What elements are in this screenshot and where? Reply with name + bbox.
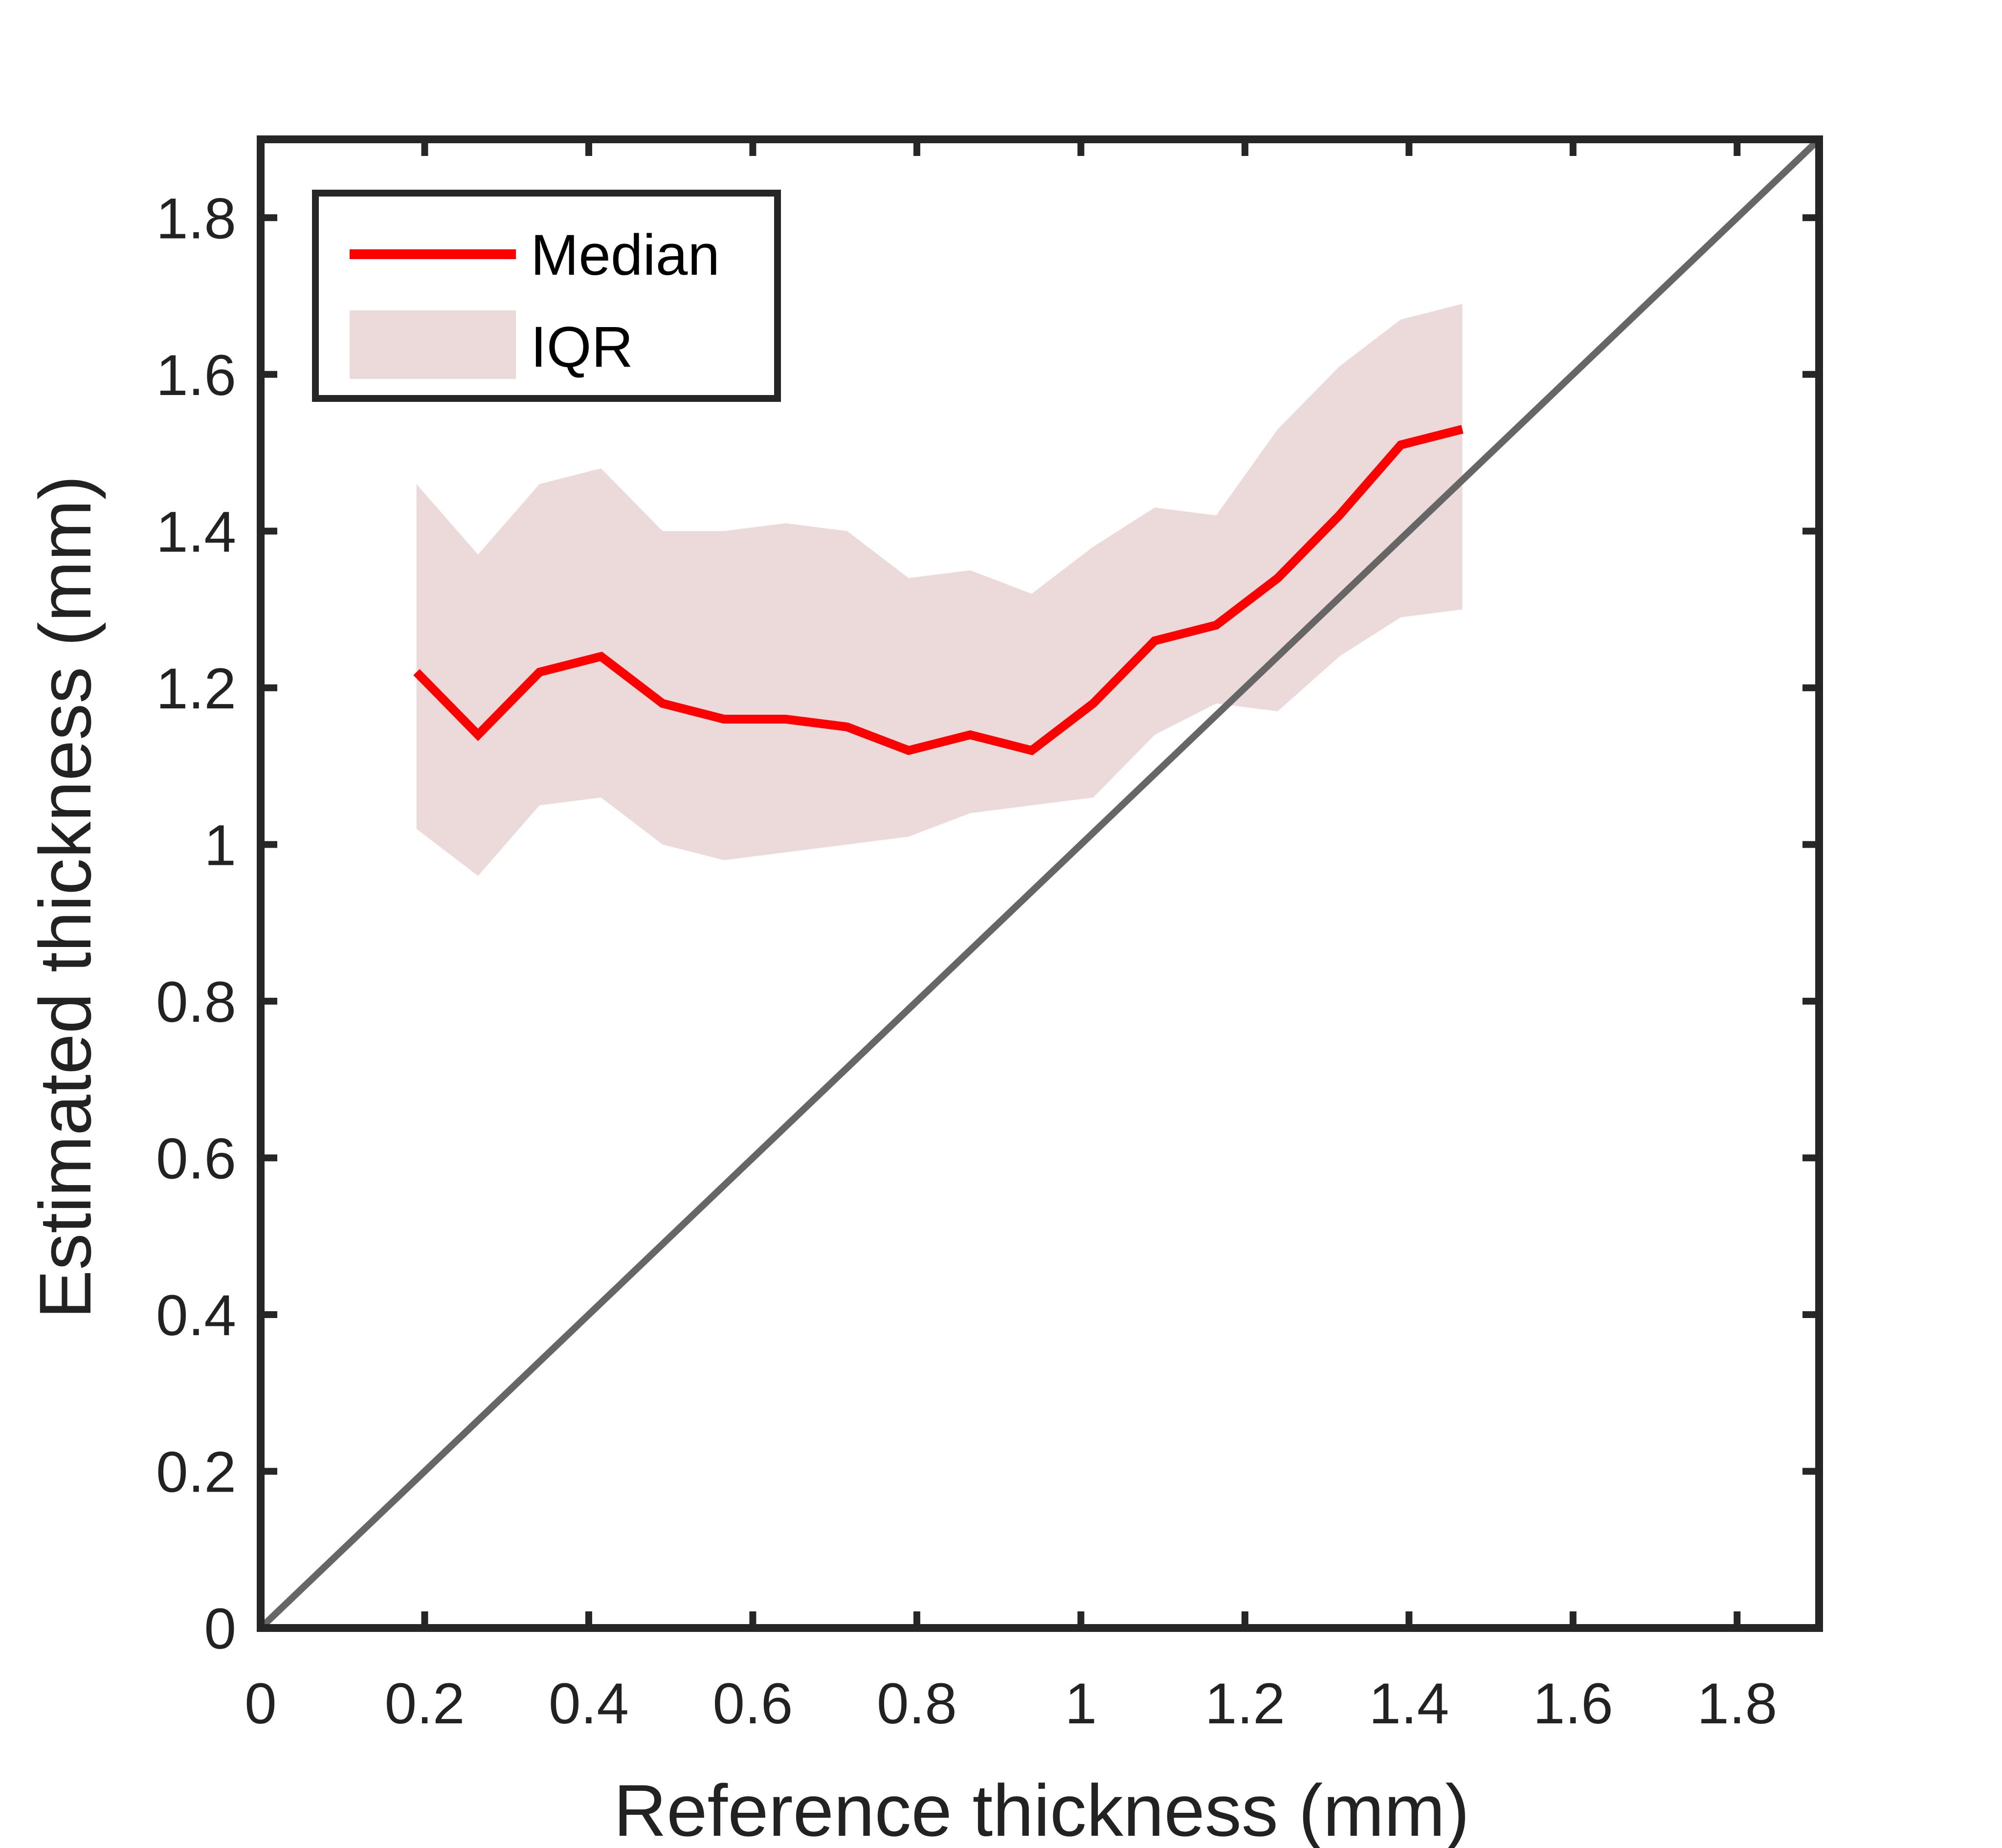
x-tick-label: 1 bbox=[1065, 1672, 1097, 1736]
y-tick-label: 0.4 bbox=[156, 1283, 236, 1348]
x-tick-label: 1.8 bbox=[1697, 1672, 1777, 1736]
y-tick-label: 0.6 bbox=[156, 1126, 236, 1191]
y-tick-label: 0.2 bbox=[156, 1440, 236, 1504]
median-point bbox=[662, 703, 663, 704]
x-tick-label: 0.2 bbox=[384, 1672, 465, 1736]
x-tick-label: 0.4 bbox=[549, 1672, 629, 1736]
identity-line bbox=[258, 136, 1822, 1631]
x-tick-label: 0 bbox=[245, 1672, 277, 1736]
y-tick-label: 1.2 bbox=[156, 657, 236, 721]
legend-iqr-swatch bbox=[350, 310, 516, 379]
y-axis-title: Estimated thickness (mm) bbox=[24, 475, 106, 1319]
y-tick-label: 0.8 bbox=[156, 970, 236, 1034]
x-tick-label: 1.6 bbox=[1533, 1672, 1613, 1736]
y-tick-label: 0 bbox=[204, 1597, 236, 1661]
legend-iqr-label: IQR bbox=[531, 315, 633, 379]
y-tick-label: 1.8 bbox=[156, 186, 236, 251]
y-tick-label: 1.6 bbox=[156, 343, 236, 408]
iqr-band bbox=[416, 304, 1463, 876]
axes: 0 0.2 0.4 0.6 0.8 1 1.2 1.4 1.6 1.8 0 0.2 0.4 0.6 0.8 1… bbox=[156, 135, 1823, 1736]
median-point bbox=[1031, 750, 1032, 751]
axes-box bbox=[257, 135, 1823, 1632]
x-tick-label: 0.6 bbox=[712, 1672, 793, 1736]
median-line bbox=[413, 425, 1464, 755]
x-tick-label: 1.4 bbox=[1369, 1672, 1449, 1736]
y-tick-label: 1.4 bbox=[156, 500, 236, 564]
plot-area bbox=[258, 136, 1822, 1631]
y-tick-label: 1 bbox=[204, 813, 236, 878]
x-tick-label: 0.8 bbox=[877, 1672, 957, 1736]
legend-median-label: Median bbox=[531, 223, 720, 287]
legend: Median IQR bbox=[312, 190, 781, 402]
x-axis-title: Reference thickness (mm) bbox=[614, 1769, 1470, 1848]
x-tick-label: 1.2 bbox=[1205, 1672, 1285, 1736]
